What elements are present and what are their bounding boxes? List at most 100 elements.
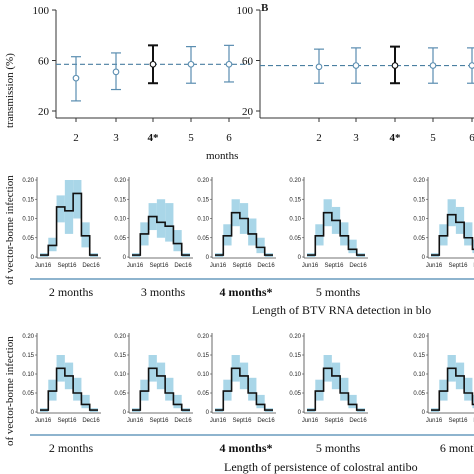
ci-band [348, 394, 357, 409]
mini-y-tick-label: 0.10 [197, 217, 209, 223]
median-step-line [215, 211, 273, 256]
ci-band [348, 239, 357, 254]
mini-y-tick-label: 0.15 [197, 197, 209, 203]
mini-y-tick-label: 0.15 [114, 353, 126, 359]
mini-y-tick-label: 0.05 [22, 391, 34, 397]
mini-y-tick-label: 0.15 [114, 197, 126, 203]
ci-band [315, 379, 324, 401]
ci-band [447, 199, 456, 227]
mini-x-tick-label: Jun16 [302, 418, 319, 424]
x-tick-label: 2 [73, 132, 79, 144]
ci-band [81, 222, 90, 248]
x-tick-label: 3 [353, 132, 359, 144]
mini-x-tick-label: Sept16 [57, 418, 77, 424]
mini-x-tick-label: Sept16 [232, 263, 252, 269]
x-tick-label: 5 [188, 132, 194, 144]
ci-band [248, 377, 257, 401]
ci-band [464, 222, 473, 246]
mini-y-tick-label: 0.15 [289, 353, 301, 359]
x-tick-label: 4* [390, 132, 402, 144]
ci-band [256, 394, 265, 409]
y-tick-label: 20 [242, 106, 254, 118]
data-point [391, 62, 399, 69]
mini-y-tick-label: 0.20 [114, 178, 126, 184]
mini-x-tick-label: Jun16 [302, 263, 319, 269]
mini-x-tick-label: Jun16 [35, 418, 52, 424]
mini-panel-1: 0 0.05 0.10 0.15 0.20 Jun16 Sept16 Dec16 2 month… [22, 177, 101, 299]
mini-x-tick-label: Dec16 [82, 418, 100, 424]
mini-x-tick-label: Jun16 [127, 263, 144, 269]
mini-x-tick-label: Sept16 [149, 263, 169, 269]
x-tick-label: 4* [148, 132, 160, 144]
mini-y-tick-label: 0.05 [197, 391, 209, 397]
y-tick-label: 60 [38, 56, 50, 68]
ci-band [165, 203, 174, 242]
mini-x-tick-label: Sept16 [448, 418, 468, 424]
ci-band [256, 237, 265, 254]
mini-y-tick-label: 0.20 [289, 334, 301, 340]
data-point [225, 60, 233, 68]
middle-row-panels: 0 0.05 0.10 0.15 0.20 Jun16 Sept16 Dec16 2 month… [22, 177, 474, 299]
x-tick-label: 3 [113, 132, 119, 144]
median-step-line [307, 367, 365, 411]
ci-band [439, 379, 448, 401]
mini-x-tick-label: Dec16 [349, 418, 367, 424]
ci-band [173, 394, 182, 409]
ci-band [81, 394, 90, 409]
data-point [72, 74, 80, 82]
mini-panel-3: 0 0.05 0.10 0.15 0.20 Jun16 Sept16 Dec16 4 month… [197, 333, 276, 455]
top-axis-label: transmission (%) [4, 53, 16, 128]
ci-band [165, 377, 174, 401]
mini-y-tick-label: 0.05 [22, 236, 34, 242]
mini-y-tick-label: 0 [123, 255, 127, 261]
mini-y-tick-label: 0.20 [114, 334, 126, 340]
mini-y-tick-label: 0.15 [22, 197, 34, 203]
mini-y-tick-label: 0.15 [22, 353, 34, 359]
y-tick-label: 20 [38, 106, 50, 118]
mini-panel-4: 0 0.05 0.10 0.15 0.20 Jun16 Sept16 Dec16 5 month… [289, 333, 368, 455]
errorbar-panel-2: 20 60 100 2 3 4* 5 6 [237, 5, 474, 144]
mini-x-tick-label: Sept16 [324, 418, 344, 424]
mini-y-tick-label: 0.20 [197, 334, 209, 340]
mini-y-tick-label: 0.10 [413, 217, 425, 223]
ci-band [315, 224, 324, 246]
mini-x-tick-label: Jun16 [426, 263, 443, 269]
mini-x-tick-label: Sept16 [324, 263, 344, 269]
ci-band [340, 222, 349, 246]
mini-x-tick-label: Jun16 [210, 418, 227, 424]
ci-band [48, 379, 57, 401]
mini-y-tick-label: 0 [298, 255, 302, 261]
bottom-row-panels: 0 0.05 0.10 0.15 0.20 Jun16 Sept16 Dec16 2 month… [22, 333, 474, 455]
mini-y-tick-label: 0 [31, 255, 35, 261]
mini-panel-label: 3 months [141, 285, 186, 299]
mini-panel-label: 5 months [316, 285, 361, 299]
mini-x-tick-label: Sept16 [232, 418, 252, 424]
median-step-line [40, 367, 98, 411]
mini-y-tick-label: 0.10 [22, 217, 34, 223]
y-tick-label: 100 [237, 5, 254, 17]
mini-y-tick-label: 0.15 [197, 353, 209, 359]
mini-x-tick-label: Dec16 [257, 263, 275, 269]
mini-x-tick-label: Dec16 [174, 418, 192, 424]
y-tick-label: 60 [242, 56, 254, 68]
x-tick-label: 2 [316, 132, 322, 144]
mini-y-tick-label: 0.20 [413, 334, 425, 340]
mini-panel-1: 0 0.05 0.10 0.15 0.20 Jun16 Sept16 Dec16 2 month… [22, 333, 101, 455]
ci-band [73, 180, 82, 219]
ci-band [223, 379, 232, 401]
top-row-x-caption: months [206, 150, 238, 162]
ci-band [340, 377, 349, 401]
mini-x-tick-label: Sept16 [149, 418, 169, 424]
mini-x-tick-label: Jun16 [210, 263, 227, 269]
mini-y-tick-label: 0.05 [289, 391, 301, 397]
data-point [187, 60, 195, 68]
x-tick-label: 6 [469, 132, 474, 144]
mini-y-tick-label: 0 [31, 410, 35, 416]
mini-y-tick-label: 0.05 [114, 391, 126, 397]
data-point [468, 62, 474, 69]
mini-y-tick-label: 0.10 [197, 372, 209, 378]
x-tick-label: 5 [430, 132, 436, 144]
ci-band [73, 377, 82, 401]
mini-panel-label: 2 months [49, 441, 94, 455]
